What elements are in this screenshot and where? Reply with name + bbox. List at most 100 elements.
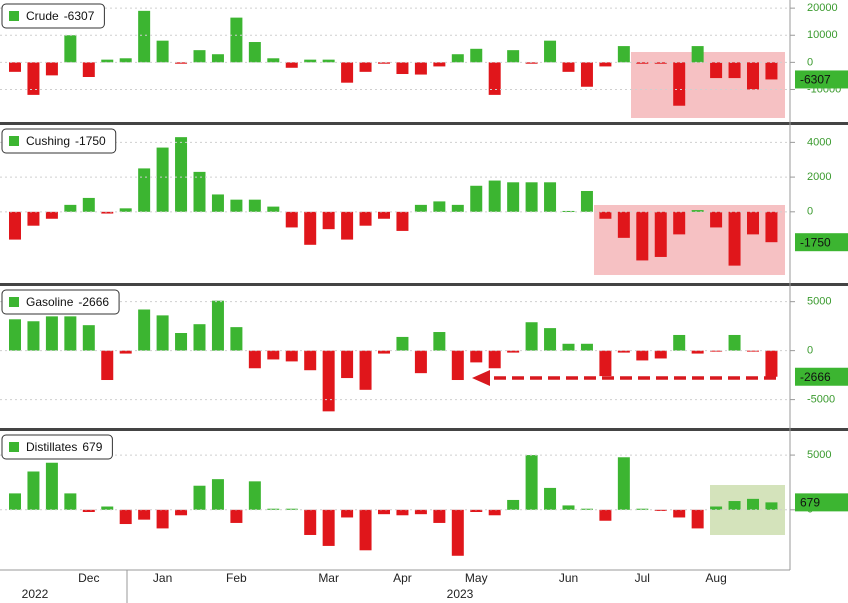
bar <box>285 211 298 228</box>
bar <box>710 62 723 79</box>
bar <box>507 182 520 212</box>
bar <box>322 350 335 412</box>
bar <box>673 509 686 518</box>
year-label: 2022 <box>22 587 49 601</box>
bar <box>599 62 612 67</box>
bar <box>341 62 354 83</box>
bar <box>636 211 649 261</box>
bar <box>359 350 372 390</box>
bar <box>433 509 446 523</box>
x-tick-label: Mar <box>318 571 339 585</box>
y-tick-label: 2000 <box>807 171 831 183</box>
bar <box>636 350 649 361</box>
bar <box>544 40 557 63</box>
bar <box>396 62 409 75</box>
bar <box>617 350 630 353</box>
bar <box>64 493 77 510</box>
bar <box>488 350 501 369</box>
bar <box>341 509 354 518</box>
bar <box>396 336 409 351</box>
bar <box>673 211 686 235</box>
bar <box>728 334 741 351</box>
bar <box>45 316 58 351</box>
bar <box>562 210 575 212</box>
legend-label: Distillates <box>26 440 77 454</box>
bar <box>747 498 759 510</box>
bar <box>119 208 132 212</box>
bar <box>27 321 40 351</box>
legend-box <box>1 289 120 315</box>
legend-value: -2666 <box>78 295 109 309</box>
bar <box>156 147 169 212</box>
bar <box>451 54 464 63</box>
legend-swatch <box>9 442 19 452</box>
bar <box>9 319 21 351</box>
bar <box>525 455 538 510</box>
bar <box>691 509 704 529</box>
bar <box>451 350 464 381</box>
value-label: -1750 <box>800 235 831 249</box>
bar <box>45 462 58 510</box>
bar <box>562 343 575 351</box>
bar <box>248 199 261 212</box>
bar <box>451 509 464 556</box>
bar <box>617 211 630 238</box>
value-label-box <box>795 367 848 386</box>
bar <box>544 328 557 351</box>
bar <box>230 327 243 351</box>
bar <box>211 54 224 63</box>
value-label: -2666 <box>800 370 831 384</box>
bar <box>82 509 95 512</box>
highlight-box <box>710 485 785 535</box>
year-label: 2023 <box>447 587 474 601</box>
legend-label: Gasoline <box>26 295 74 309</box>
bar <box>64 35 77 63</box>
bar <box>433 201 446 212</box>
bar <box>64 316 77 351</box>
bar <box>119 350 132 354</box>
bar <box>691 46 704 63</box>
x-tick-label: May <box>465 571 488 585</box>
bar <box>525 322 538 351</box>
bar <box>27 211 40 226</box>
bar <box>9 211 21 240</box>
panel-separator <box>0 283 848 286</box>
bar <box>396 509 409 516</box>
value-label: 679 <box>800 496 820 510</box>
bar <box>341 211 354 240</box>
bar <box>544 487 557 510</box>
bar <box>488 62 501 95</box>
bar <box>101 350 114 381</box>
bar <box>470 48 483 63</box>
bar <box>396 211 409 231</box>
bar <box>654 509 667 511</box>
bar <box>248 481 261 510</box>
bar <box>101 506 114 510</box>
bar <box>9 62 21 72</box>
bar <box>414 204 427 212</box>
bar <box>359 509 372 551</box>
bar <box>285 350 298 362</box>
legend-swatch <box>9 297 19 307</box>
bar <box>728 211 741 266</box>
bar <box>156 315 169 351</box>
bar <box>359 62 372 72</box>
bar <box>193 485 206 510</box>
bar <box>304 211 317 245</box>
bar <box>378 211 390 219</box>
bar <box>248 350 261 369</box>
bar <box>580 508 593 510</box>
bar <box>156 509 169 529</box>
bar <box>211 300 224 351</box>
legend-box <box>1 3 105 29</box>
bar <box>138 509 151 520</box>
bar <box>230 17 243 63</box>
bar <box>525 182 538 212</box>
bar <box>267 508 280 510</box>
y-tick-label: 5000 <box>807 296 831 308</box>
legend-value: 679 <box>82 440 102 454</box>
bar <box>230 509 243 523</box>
x-tick-label: Apr <box>393 571 412 585</box>
bar <box>765 502 778 510</box>
